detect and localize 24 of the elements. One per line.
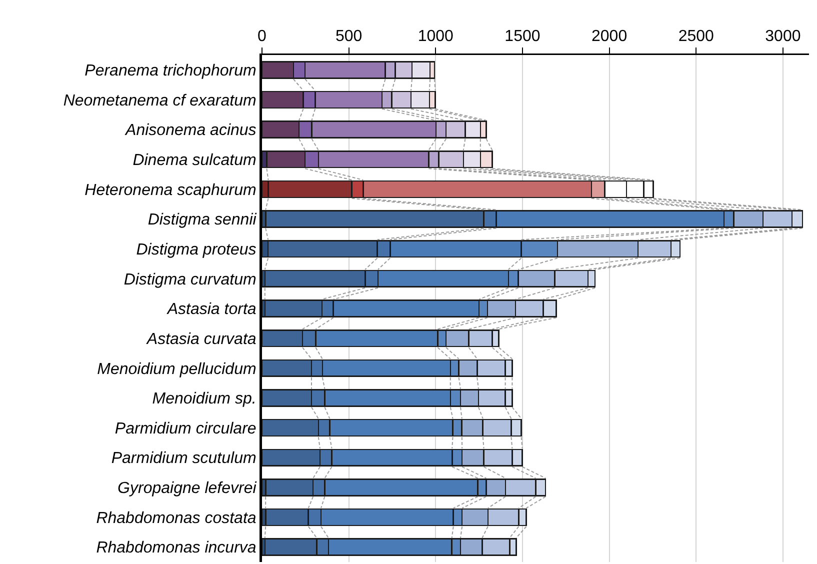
- y-tick-label: Rhabdomonas incurva: [96, 540, 256, 557]
- y-tick-label: Peranema trichophorum: [84, 62, 256, 80]
- x-tick-label: 3000: [765, 28, 801, 46]
- y-tick-label: Gyropaigne lefevrei: [118, 480, 257, 498]
- y-tick-label: Neometanema cf exaratum: [63, 92, 256, 110]
- x-tick-label: 1500: [504, 28, 540, 46]
- x-tick-label: 2000: [592, 28, 628, 46]
- y-tick-label: Parmidium scutulum: [111, 450, 256, 468]
- x-tick-label: 500: [335, 28, 362, 46]
- x-tick-label: 1000: [418, 28, 454, 46]
- y-tick-label: Parmidium circulare: [114, 420, 256, 438]
- x-tick-label: 2500: [678, 28, 714, 46]
- y-tick-label: Distigma curvatum: [124, 271, 256, 288]
- x-tick-label: 0: [258, 28, 267, 46]
- y-tick-label: Rhabdomonas costata: [96, 510, 256, 527]
- y-tick-label: Astasia curvata: [146, 330, 256, 348]
- y-tick-label: Distigma proteus: [136, 241, 256, 258]
- y-tick-label: Anisonema acinus: [124, 122, 256, 140]
- y-tick-label: Astasia torta: [166, 301, 256, 318]
- y-tick-label: Dinema sulcatum: [132, 152, 256, 169]
- y-tick-label: Menoidium pellucidum: [97, 360, 256, 378]
- y-tick-label: Heteronema scaphurum: [84, 182, 256, 199]
- y-tick-label: Menoidium sp.: [152, 390, 256, 408]
- y-tick-label: Distigma sennii: [148, 212, 257, 229]
